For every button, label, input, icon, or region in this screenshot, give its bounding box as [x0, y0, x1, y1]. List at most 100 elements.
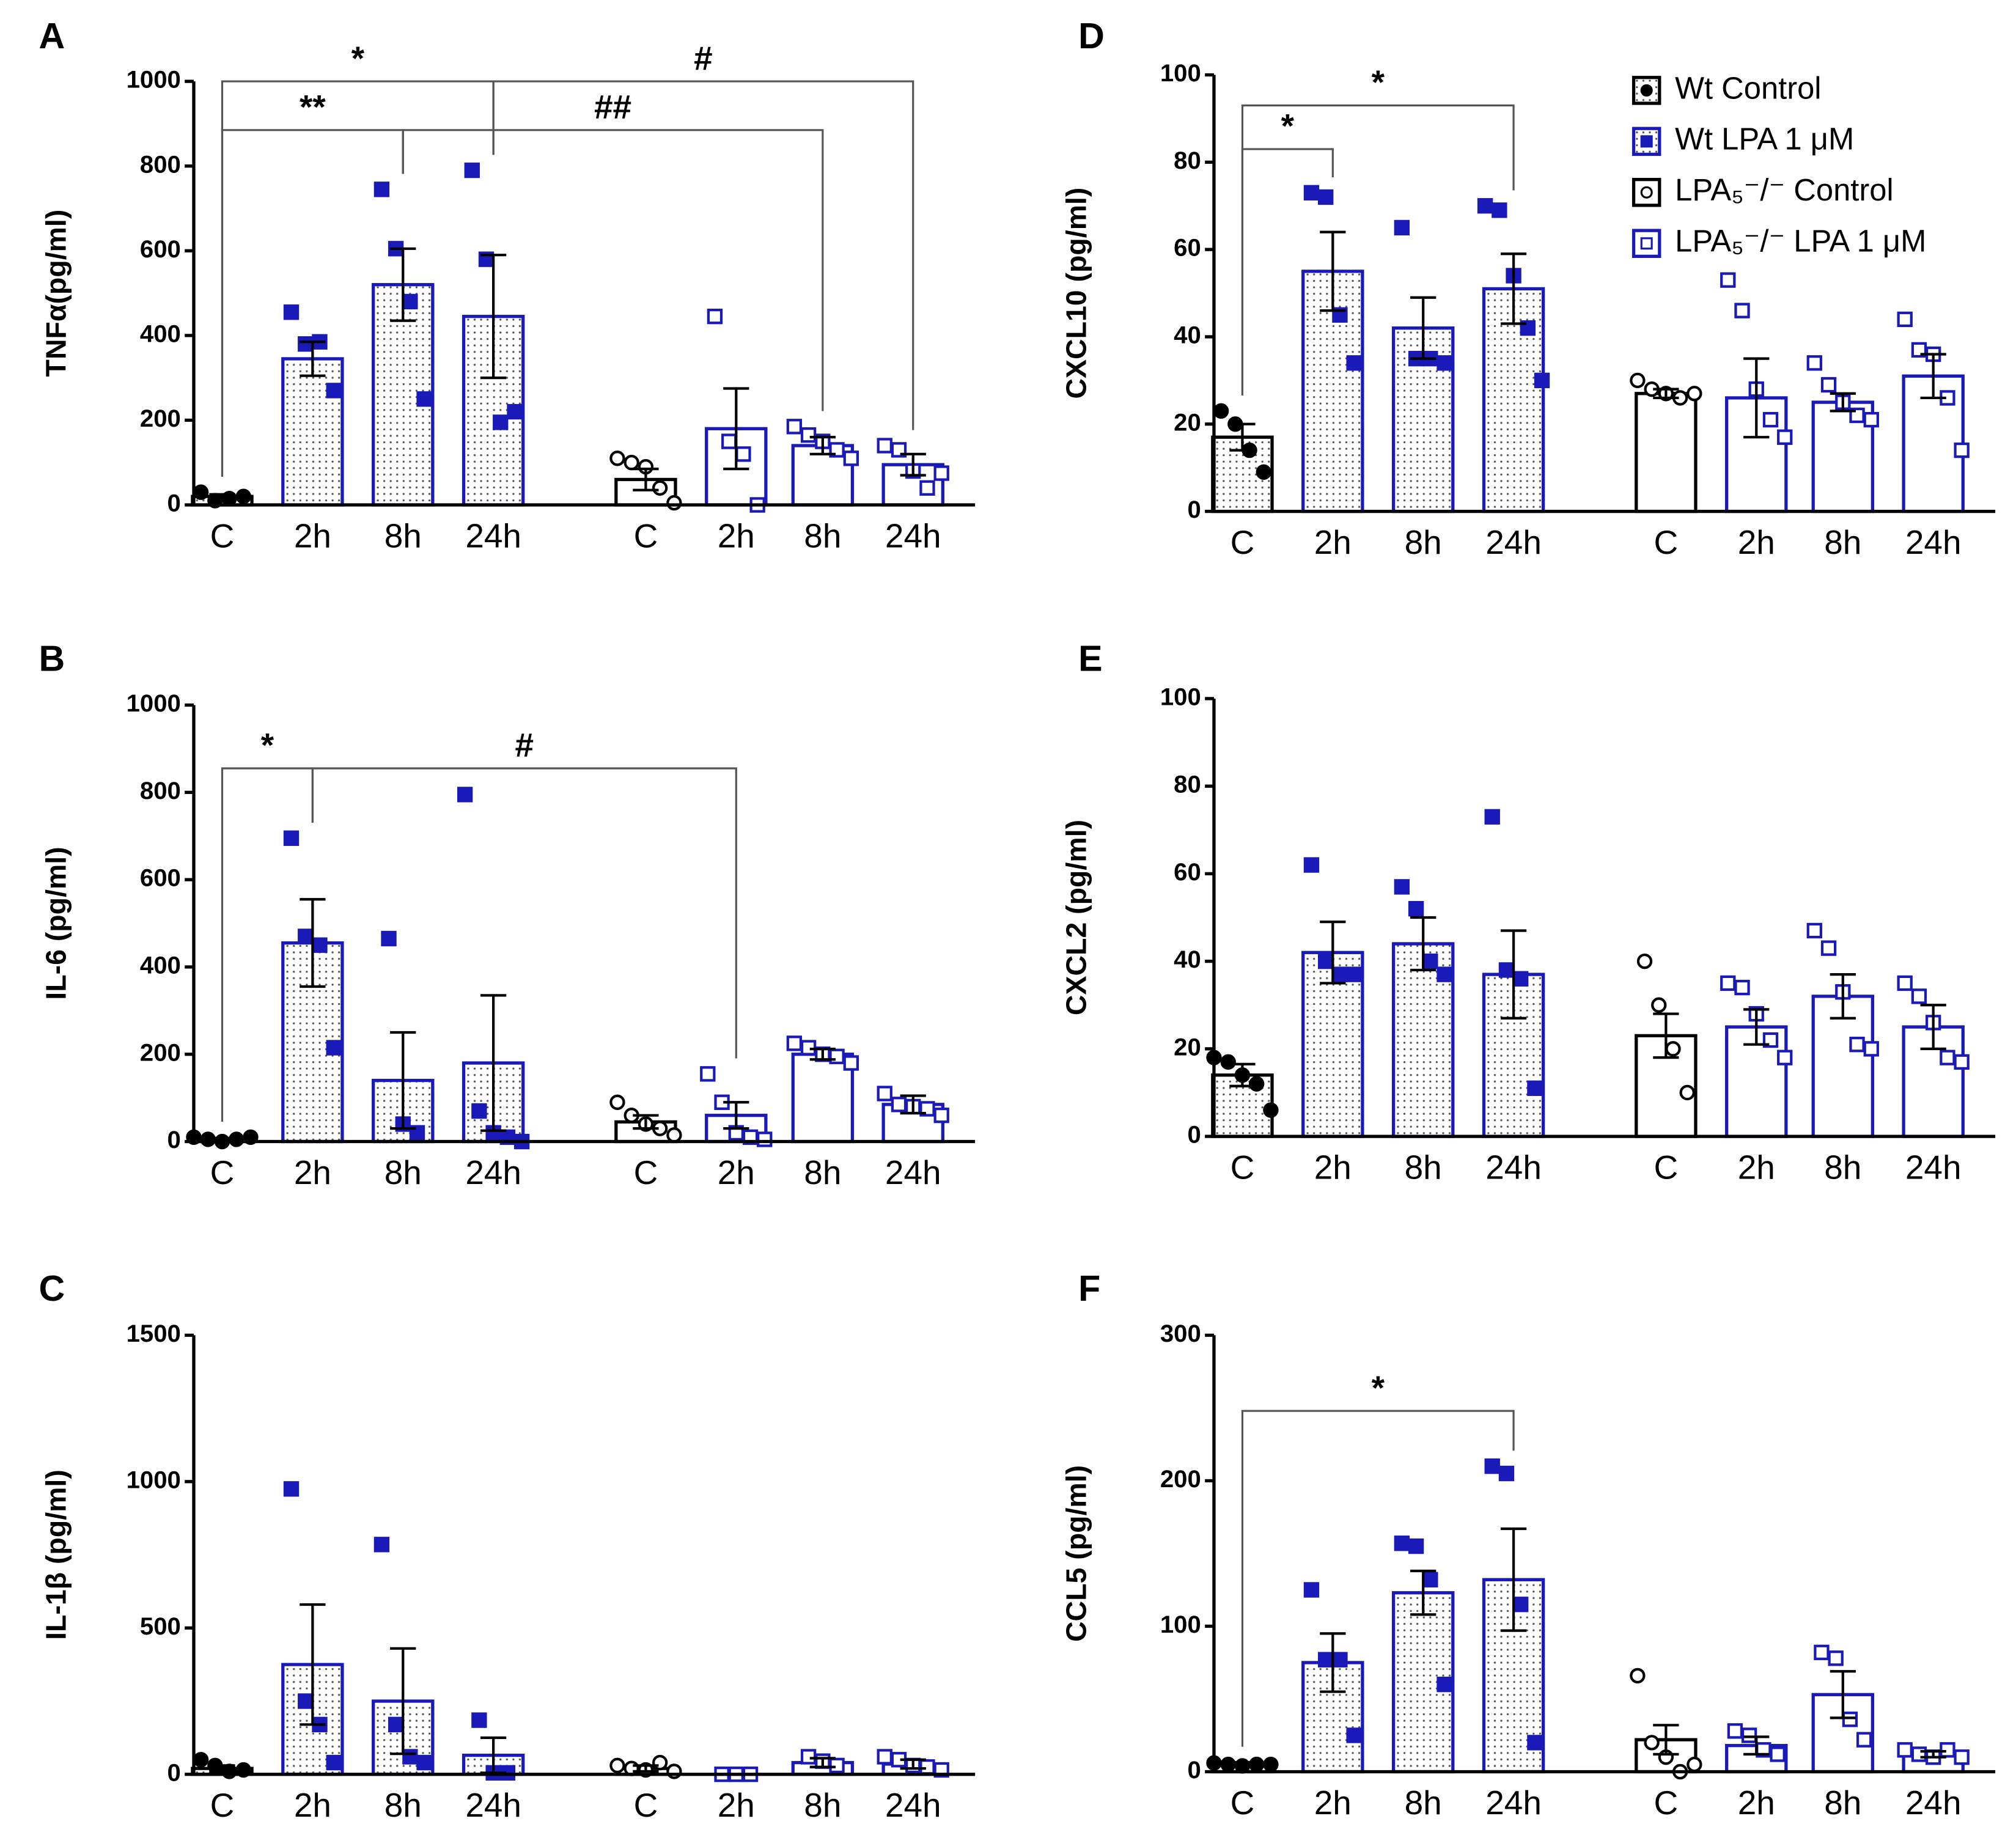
y-axis-label: CXCL2 (pg/ml) — [1060, 820, 1092, 1015]
data-point — [829, 1757, 845, 1774]
data-point — [700, 1066, 716, 1082]
data-point — [829, 1048, 845, 1064]
data-point — [1863, 1041, 1879, 1057]
x-tick-label: 24h — [885, 517, 941, 554]
data-point — [1734, 303, 1750, 318]
y-tick-label: 200 — [140, 405, 181, 432]
significance-label: * — [261, 726, 274, 764]
data-point — [1849, 1037, 1865, 1053]
y-axis-label: CCL5 (pg/ml) — [1060, 1465, 1092, 1642]
data-point — [1687, 386, 1702, 402]
x-tick-label: 8h — [1405, 1149, 1442, 1186]
x-tick-label: 24h — [1485, 1149, 1542, 1186]
data-point — [735, 446, 751, 462]
x-tick-label: 24h — [1905, 1784, 1962, 1822]
y-tick-label: 1500 — [127, 1320, 181, 1347]
y-tick-label: 0 — [1188, 1756, 1201, 1784]
x-tick-label: 24h — [465, 517, 521, 554]
y-tick-label: 60 — [1174, 858, 1201, 886]
data-point — [1318, 1652, 1334, 1668]
data-point — [493, 414, 509, 430]
data-point — [609, 1757, 625, 1774]
data-point — [1636, 953, 1653, 969]
data-point — [1422, 1572, 1438, 1587]
data-point — [1651, 997, 1667, 1013]
y-tick-label: 1000 — [127, 66, 181, 94]
data-point — [1263, 1102, 1279, 1118]
y-tick-label: 20 — [1174, 1033, 1201, 1061]
data-point — [624, 455, 639, 471]
y-axis-label: TNFα(pg/ml) — [40, 210, 72, 377]
x-tick-label: 24h — [465, 1786, 521, 1824]
data-point — [1394, 1535, 1410, 1551]
data-point — [877, 1749, 892, 1765]
x-tick-label: 2h — [1738, 1784, 1775, 1822]
x-tick-label: 2h — [718, 1153, 755, 1191]
significance-bracket — [402, 129, 824, 411]
data-point — [652, 480, 668, 496]
panel-label: F — [1078, 1268, 1100, 1309]
significance-bracket — [1241, 1410, 1515, 1747]
data-point — [1720, 975, 1736, 991]
y-tick-label: 0 — [1188, 1121, 1201, 1149]
data-point — [1213, 403, 1229, 419]
data-point — [1806, 355, 1822, 371]
significance-bracket — [1241, 104, 1515, 396]
data-point — [877, 1086, 892, 1101]
data-point — [1897, 311, 1913, 328]
data-point — [326, 383, 342, 399]
panel-label: A — [39, 15, 65, 56]
x-tick-label: 8h — [804, 1786, 841, 1824]
x-tick-label: 8h — [804, 1153, 841, 1191]
x-tick-label: 2h — [294, 517, 331, 554]
x-tick-label: C — [210, 1786, 235, 1824]
data-point — [1777, 429, 1793, 445]
data-point — [1940, 1742, 1955, 1758]
data-point — [891, 1097, 907, 1112]
data-point — [1954, 1749, 1970, 1765]
significance-bracket — [311, 767, 737, 1059]
data-point — [1263, 1756, 1279, 1773]
data-point — [1303, 1582, 1320, 1598]
data-point — [402, 1749, 418, 1765]
x-tick-label: C — [1231, 523, 1255, 561]
y-tick-label: 100 — [1160, 683, 1201, 711]
data-point — [1513, 971, 1529, 987]
x-tick-label: 2h — [1314, 523, 1352, 561]
data-point — [235, 488, 252, 504]
data-point — [388, 1716, 404, 1732]
data-point — [1527, 1735, 1543, 1751]
data-point — [200, 1131, 216, 1147]
x-tick-label: 2h — [1314, 1149, 1352, 1186]
data-point — [1484, 1458, 1500, 1474]
data-point — [283, 1481, 300, 1497]
data-point — [1842, 1712, 1858, 1727]
data-point — [402, 293, 418, 310]
data-point — [471, 1103, 487, 1119]
data-point — [312, 937, 328, 953]
data-point — [471, 1712, 487, 1728]
x-tick-label: 8h — [1405, 1784, 1442, 1822]
data-point — [1422, 953, 1438, 969]
x-tick-label: 8h — [384, 1153, 422, 1191]
bar — [1811, 995, 1875, 1138]
data-point — [1856, 1732, 1872, 1748]
data-point — [1644, 1735, 1660, 1751]
data-point — [1256, 464, 1271, 480]
significance-bracket — [221, 80, 495, 477]
data-point — [1248, 1076, 1265, 1092]
y-tick-label: 400 — [140, 952, 181, 979]
x-tick-label: 2h — [1738, 1149, 1775, 1186]
data-point — [666, 1127, 682, 1143]
data-point — [1911, 1746, 1927, 1762]
data-point — [786, 419, 803, 435]
significance-label: # — [515, 726, 534, 764]
data-point — [507, 403, 523, 420]
data-point — [1820, 940, 1837, 956]
data-point — [326, 1040, 342, 1056]
legend-label: Wt LPA 1 μM — [1675, 122, 1854, 156]
data-point — [1630, 1668, 1646, 1684]
data-point — [1897, 1742, 1913, 1758]
panel-label: E — [1078, 638, 1102, 678]
